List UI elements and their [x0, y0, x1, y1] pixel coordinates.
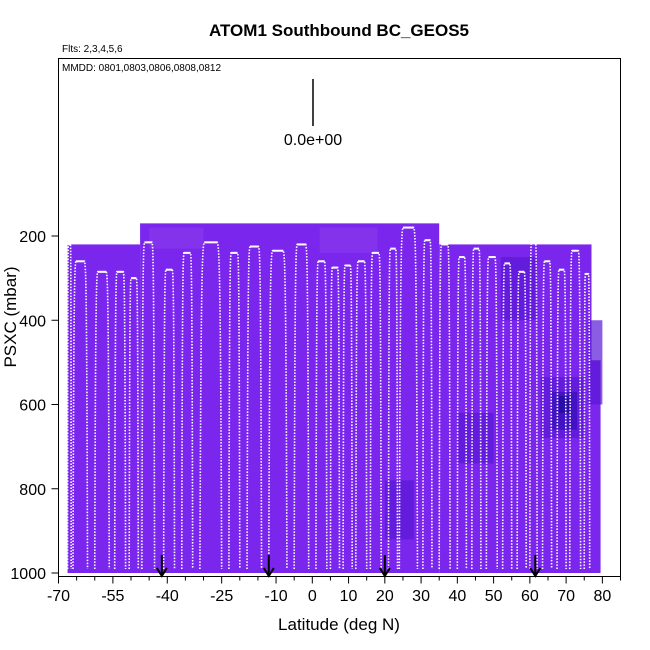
scale-label: 0.0e+00	[284, 132, 342, 149]
flights-note: Flts: 2,3,4,5,6	[62, 44, 123, 55]
x-tick-label-13: 80	[593, 588, 611, 605]
flight-boundary-arrows	[155, 555, 542, 578]
flight-profiles	[66, 226, 591, 570]
y-tick-label-4: 1000	[10, 566, 46, 583]
profile-0	[66, 243, 72, 570]
x-tick-label-6: 10	[340, 588, 358, 605]
profile-22	[456, 256, 468, 570]
y-axis-label: PSXC (mbar)	[1, 266, 20, 367]
x-tick-label-12: 70	[557, 588, 575, 605]
plot-frame	[58, 58, 621, 577]
profile-20	[422, 239, 433, 570]
x-tick-label-1: -55	[101, 588, 124, 605]
x-tick-label-3: -25	[210, 588, 233, 605]
x-tick-label-7: 20	[376, 588, 394, 605]
x-axis-label: Latitude (deg N)	[278, 615, 400, 634]
data-column-0	[67, 244, 141, 574]
chart-title: ATOM1 Southbound BC_GEOS5	[209, 21, 469, 40]
profile-23	[471, 247, 482, 570]
profile-18	[387, 247, 399, 570]
profile-4	[128, 277, 140, 570]
dates-note: MMDD: 0801,0803,0806,0808,0812	[62, 63, 221, 74]
x-tick-label-5: 0	[308, 588, 317, 605]
profile-6	[162, 268, 176, 570]
x-tick-label-8: 30	[412, 588, 430, 605]
profile-26	[516, 271, 528, 570]
y-tick-label-1: 400	[19, 313, 46, 330]
profile-25	[501, 262, 513, 570]
y-tick-label-2: 600	[19, 398, 46, 415]
x-tick-label-4: -10	[264, 588, 287, 605]
profile-2	[93, 271, 111, 570]
y-axis: 200 400 600 800 1000	[10, 229, 59, 583]
profile-12	[293, 243, 310, 570]
shade-patch-4	[457, 412, 494, 464]
shade-patch-7	[149, 227, 204, 249]
shade-patch-2	[558, 396, 570, 413]
data-column-3	[591, 360, 601, 573]
y-tick-label-0: 200	[19, 229, 46, 246]
shade-patch-8	[587, 320, 603, 405]
profile-31	[583, 273, 591, 570]
profile-27	[529, 241, 538, 570]
y-tick-label-3: 800	[19, 482, 46, 499]
x-axis: -70 -55 -40 -25 -10 0 10 20 30 40 50 60 70 80	[47, 576, 621, 605]
x-tick-label-2: -40	[156, 588, 179, 605]
x-tick-label-9: 40	[448, 588, 466, 605]
profile-10	[246, 245, 263, 570]
shade-patch-5	[384, 480, 414, 540]
shade-patch-6	[319, 227, 378, 253]
profile-19	[398, 226, 419, 570]
x-tick-label-0: -70	[47, 588, 70, 605]
x-tick-label-10: 50	[485, 588, 503, 605]
x-tick-label-11: 60	[521, 588, 539, 605]
